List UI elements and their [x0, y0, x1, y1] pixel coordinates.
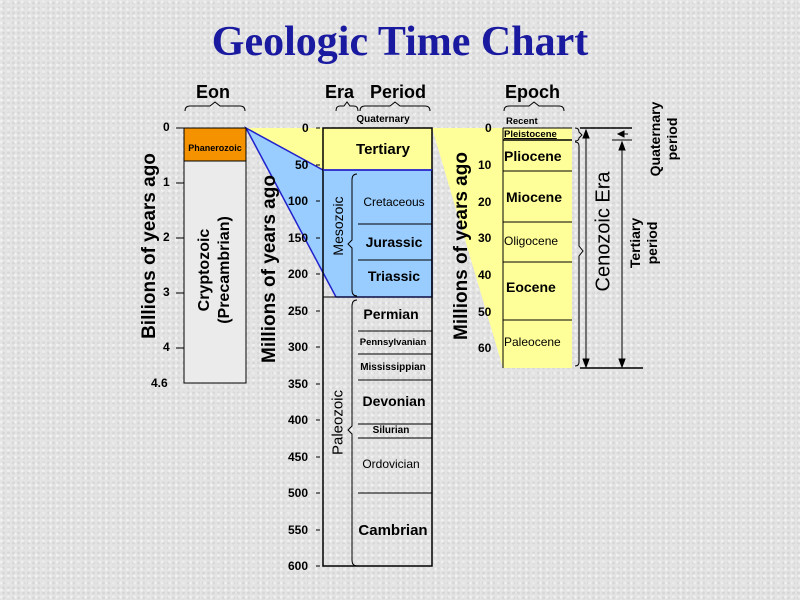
- epoch-dividers: [502, 127, 572, 368]
- mesozoic-brace: [347, 173, 358, 297]
- chart-title: Geologic Time Chart: [211, 19, 589, 65]
- precambrian-text: (Precambrian): [216, 216, 233, 324]
- period-cretaceous: Cretaceous: [363, 195, 425, 209]
- cenozoic-era-label: Cenozoic Era: [592, 171, 615, 292]
- period-jurassic: Jurassic: [365, 234, 423, 250]
- eon-tick: 3: [163, 285, 170, 299]
- epoch-tick: 10: [478, 158, 492, 172]
- period-triassic: Triassic: [367, 268, 421, 284]
- eon-tick: 4.6: [151, 376, 168, 390]
- quaternary-text: Quaternary: [647, 101, 663, 177]
- phanerozoic-label: Phanerozoic: [188, 143, 242, 153]
- epoch-header: Epoch: [505, 82, 561, 102]
- eon-axis-label: Billions of years ago: [139, 153, 160, 339]
- eon-tick: 4: [163, 340, 170, 354]
- cryptozoic-text: Cryptozoic: [196, 228, 213, 312]
- epoch-tick: 60: [478, 341, 492, 355]
- myr-tick: 550: [288, 523, 309, 537]
- epoch-eocene: Eocene: [506, 279, 556, 295]
- period-cambrian: Cambrian: [358, 522, 428, 539]
- myr-tick: 500: [288, 486, 309, 500]
- eon-tick: 2: [163, 230, 170, 244]
- cryptozoic-block: [183, 127, 247, 384]
- epoch-tick: 50: [478, 305, 492, 319]
- myr-tick: 200: [288, 267, 309, 281]
- eon-header: Eon: [196, 82, 230, 102]
- epoch-axis-label: Millions of years ago: [451, 152, 472, 340]
- cenozoic-wedge-left: [246, 128, 432, 170]
- epoch-tick: 40: [478, 268, 492, 282]
- myr-tick: 450: [288, 450, 309, 464]
- period-ordovician: Ordovician: [362, 457, 420, 471]
- myr-tick: 50: [295, 158, 309, 172]
- mesozoic-label: Mesozoic: [330, 196, 346, 256]
- tertiary-label: Tertiary: [356, 141, 410, 158]
- epoch-tick: 30: [478, 231, 492, 245]
- period-text: period: [664, 117, 680, 161]
- era-period-column: [322, 127, 433, 567]
- myr-tick: 0: [302, 121, 309, 135]
- myr-tick: 300: [288, 340, 309, 354]
- period-mississippian: Mississippian: [360, 362, 426, 373]
- epoch-tick: 0: [485, 121, 492, 135]
- period-pennsylvanian: Pennsylvanian: [359, 337, 427, 348]
- epoch-miocene: Miocene: [506, 189, 563, 205]
- myr-axis-label: Millions of years ago: [259, 175, 280, 363]
- period-text: period: [644, 221, 660, 265]
- epoch-paleocene: Paleocene: [504, 335, 561, 349]
- quaternary-label: Quaternary: [356, 114, 410, 125]
- span-arrows: [580, 127, 643, 369]
- paleozoic-brace: [347, 299, 358, 567]
- myr-tick: 350: [288, 377, 309, 391]
- eon-tick: 0: [163, 120, 170, 134]
- cryptozoic-label: Cryptozoic (Precambrian): [195, 210, 235, 330]
- myr-tick: 600: [288, 559, 309, 573]
- epoch-tick: 20: [478, 195, 492, 209]
- period-header: Period: [370, 82, 427, 102]
- cenozoic-wedge-right: [432, 128, 503, 368]
- header-braces: [184, 101, 584, 367]
- tertiary-text: Tertiary: [627, 217, 643, 269]
- period-dividers: [358, 223, 432, 494]
- era-header: Era: [325, 82, 355, 102]
- phanerozoic-block: [183, 127, 247, 162]
- myr-tick: 100: [288, 194, 309, 208]
- tertiary-period-label: Tertiary period: [627, 203, 661, 283]
- period-silurian: Silurian: [372, 425, 410, 436]
- eon-tick: 1: [163, 175, 170, 189]
- epoch-pliocene: Pliocene: [504, 148, 562, 164]
- epoch-recent: Recent: [506, 116, 538, 127]
- epoch-pleistocene: Pleistocene: [504, 129, 557, 140]
- myr-tick: 250: [288, 304, 309, 318]
- epoch-oligocene: Oligocene: [504, 234, 559, 248]
- period-devonian: Devonian: [362, 393, 426, 409]
- paleozoic-label: Paleozoic: [329, 389, 347, 456]
- myr-tick: 400: [288, 413, 309, 427]
- epoch-column: [503, 128, 572, 368]
- myr-tick: 150: [288, 231, 309, 245]
- quaternary-period-label: Quaternary period: [647, 89, 681, 189]
- period-permian: Permian: [363, 306, 419, 322]
- axis-ticks: [176, 127, 320, 567]
